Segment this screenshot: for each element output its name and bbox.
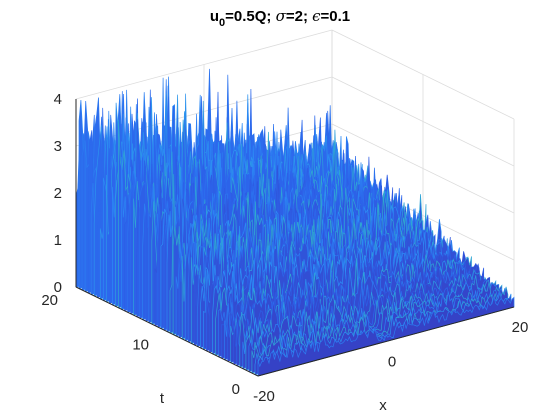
- z-tick-label-3: 3: [54, 138, 62, 155]
- title-rest-1: =0.5Q;: [225, 8, 275, 25]
- x-axis-label: x: [379, 397, 387, 414]
- t-axis-line: [75, 286, 259, 377]
- surface-slice-0: [257, 296, 515, 377]
- x-axis-line: [257, 306, 515, 377]
- t-tick-label-0: 0: [232, 381, 240, 398]
- z-tick-label-2: 2: [54, 185, 62, 202]
- x-tick-label-2: 20: [512, 319, 529, 336]
- z-tick-label-4: 4: [54, 91, 62, 108]
- t-axis-label: t: [160, 390, 165, 407]
- title-subscript: 0: [219, 17, 225, 29]
- surface-layer: [75, 68, 515, 377]
- title-epsilon: ϵ: [312, 7, 321, 25]
- z-tick-label-0: 0: [54, 279, 62, 296]
- title-u: u: [210, 8, 219, 25]
- title-rest-2: =2;: [286, 8, 312, 25]
- x-tick-label-0: -20: [253, 388, 275, 405]
- z-tick-label-1: 1: [54, 232, 62, 249]
- title-rest-3: =0.1: [321, 8, 351, 25]
- chart-title: u0=0.5Q; σ=2; ϵ=0.1: [210, 7, 350, 29]
- t-tick-label-1: 10: [132, 337, 149, 354]
- title-sigma: σ: [276, 7, 287, 25]
- x-tick-label-1: 0: [388, 354, 396, 371]
- axes-layer: [75, 99, 515, 377]
- t-tick-label-2: 20: [41, 292, 58, 309]
